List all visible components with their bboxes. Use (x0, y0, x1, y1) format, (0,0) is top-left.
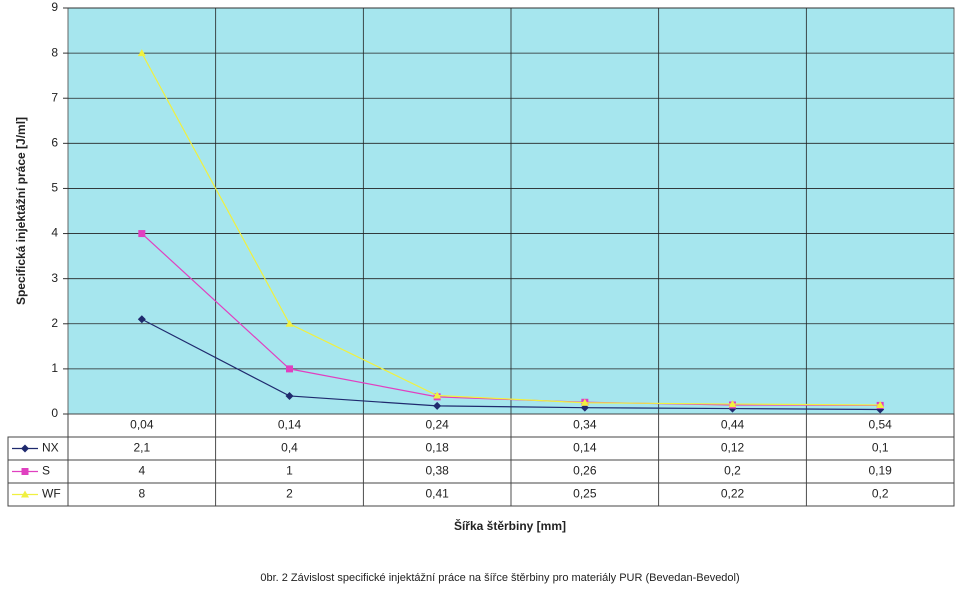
marker (433, 391, 442, 399)
marker (285, 391, 294, 400)
table-value: 4 (138, 464, 145, 478)
table-value: 1 (286, 464, 293, 478)
table-value: 0,2 (872, 487, 889, 501)
x-tick-label: 0,14 (278, 418, 302, 432)
series-line (141, 52, 881, 406)
y-tick-label: 5 (51, 181, 58, 195)
table-value: 0,19 (868, 464, 892, 478)
x-axis-title: Šířka štěrbiny [mm] (454, 518, 566, 533)
marker (137, 49, 146, 57)
marker (728, 400, 737, 408)
caption: 0br. 2 Závislost specifické injektážní p… (260, 572, 739, 584)
table-value: 0,14 (573, 441, 597, 455)
marker (21, 468, 29, 475)
table-value: 0,38 (425, 464, 449, 478)
table-value: 0,22 (721, 487, 745, 501)
y-tick-label: 2 (51, 316, 58, 330)
table-value: 8 (138, 487, 145, 501)
y-tick-label: 0 (51, 406, 58, 420)
y-tick-label: 6 (51, 136, 58, 150)
marker (433, 401, 442, 410)
marker (21, 444, 29, 453)
legend-label: WF (42, 487, 61, 501)
y-tick-label: 7 (51, 90, 58, 104)
x-tick-label: 0,54 (868, 418, 892, 432)
marker (580, 398, 589, 406)
x-tick-label: 0,04 (130, 418, 154, 432)
marker (21, 490, 29, 498)
table-value: 0,26 (573, 464, 597, 478)
table-value: 2,1 (133, 441, 150, 455)
y-tick-label: 4 (51, 226, 58, 240)
marker (137, 315, 146, 324)
series-line (141, 318, 881, 411)
x-tick-label: 0,34 (573, 418, 597, 432)
y-tick-label: 9 (51, 0, 58, 14)
x-tick-label: 0,44 (721, 418, 745, 432)
y-axis-title: Specifická injektážní práce [J/ml] (14, 117, 28, 305)
marker (876, 400, 885, 408)
legend-label: NX (42, 441, 59, 455)
y-tick-label: 1 (51, 361, 58, 375)
x-tick-label: 0,24 (425, 418, 449, 432)
y-tick-label: 8 (51, 45, 58, 59)
y-tick-label: 3 (51, 271, 58, 285)
table-value: 0,12 (721, 441, 745, 455)
table-value: 0,1 (872, 441, 889, 455)
table-value: 2 (286, 487, 293, 501)
legend-label: S (42, 464, 50, 478)
marker (138, 230, 146, 238)
table-value: 0,18 (425, 441, 449, 455)
table-value: 0,4 (281, 441, 298, 455)
marker (285, 319, 294, 327)
marker (286, 365, 293, 373)
table-value: 0,2 (724, 464, 741, 478)
table-value: 0,41 (425, 487, 449, 501)
table-value: 0,25 (573, 487, 597, 501)
